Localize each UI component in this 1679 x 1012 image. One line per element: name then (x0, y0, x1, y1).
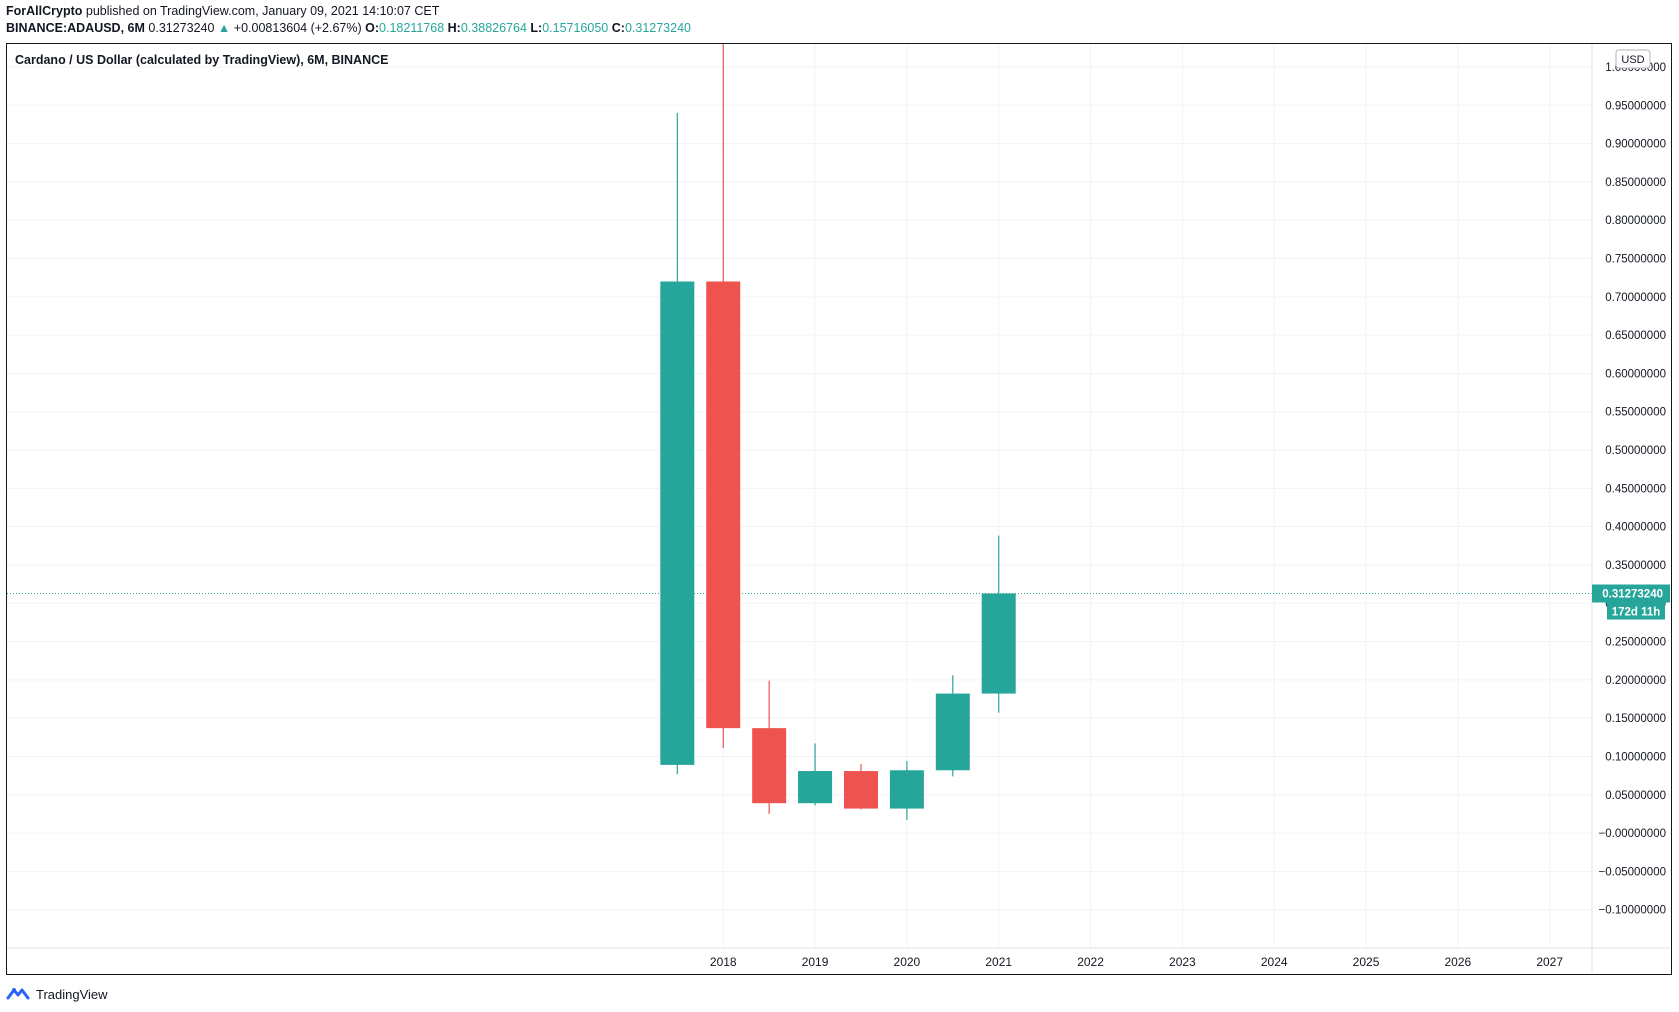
price-badges: USD 0.31273240 172d 11h (1592, 49, 1670, 620)
y-tick-label: 0.20000000 (1605, 675, 1666, 687)
candle (889, 761, 924, 821)
y-tick-label: 0.60000000 (1605, 368, 1666, 380)
axes: 1.000000000.950000000.900000000.85000000… (7, 44, 1670, 973)
x-tick-label: 2023 (1169, 955, 1196, 969)
last-price-badge-box (1592, 584, 1670, 603)
high-label: H: (447, 21, 461, 35)
y-tick-label: 0.35000000 (1605, 560, 1666, 572)
last-price-badge-text: 0.31273240 (1602, 588, 1663, 600)
y-tick-label: −0.10000000 (1599, 905, 1666, 917)
y-tick-label: 0.10000000 (1605, 751, 1666, 763)
y-tick-label: 0.15000000 (1605, 713, 1666, 725)
x-tick-label: 2020 (894, 955, 921, 969)
published-text: published on TradingView.com, January 09… (85, 4, 440, 18)
low-label: L: (530, 21, 543, 35)
close-label: C: (611, 21, 625, 35)
chart-title: Cardano / US Dollar (calculated by Tradi… (15, 53, 389, 67)
y-tick-label: 0.90000000 (1605, 139, 1666, 151)
candle-body (752, 728, 787, 804)
currency-badge: USD (1615, 49, 1651, 69)
candle (798, 743, 833, 806)
candle (752, 680, 787, 814)
candle-body (935, 693, 970, 771)
y-tick-label: 0.65000000 (1605, 330, 1666, 342)
candle (981, 535, 1016, 713)
y-tick-label: 0.25000000 (1605, 637, 1666, 649)
y-tick-label: 0.85000000 (1605, 177, 1666, 189)
last-price-text: 0.31273240 (148, 21, 215, 35)
open-value: 0.18211768 (379, 21, 445, 35)
tradingview-logo[interactable]: TradingView (6, 986, 108, 1002)
x-tick-label: 2025 (1353, 955, 1380, 969)
candle (935, 675, 970, 777)
last-price-badge: 0.31273240 (1592, 584, 1670, 603)
author-name[interactable]: ForAllCrypto (6, 4, 83, 18)
x-tick-label: 2022 (1077, 955, 1104, 969)
y-tick-label: 0.75000000 (1605, 254, 1666, 266)
countdown-badge: 172d 11h (1607, 602, 1665, 620)
x-tick-label: 2018 (710, 955, 737, 969)
ohlc-legend: BINANCE:ADAUSD, 6M 0.31273240 ▲ +0.00813… (6, 21, 691, 36)
candle-body (706, 281, 741, 729)
candle (843, 764, 878, 810)
change-arrow-icon: ▲ (217, 21, 231, 35)
close-value: 0.31273240 (624, 21, 691, 35)
y-tick-label: 0.80000000 (1605, 215, 1666, 227)
tradingview-logo-icon (6, 988, 30, 1000)
y-tick-label: 0.55000000 (1605, 407, 1666, 419)
y-tick-label: 0.40000000 (1605, 522, 1666, 534)
y-tick-label: 0.50000000 (1605, 445, 1666, 457)
candles (660, 44, 1016, 821)
candle (660, 112, 695, 775)
x-tick-label: 2019 (802, 955, 829, 969)
candle-body (798, 771, 833, 804)
symbol-line: BINANCE:ADAUSD, 6M (6, 21, 145, 35)
footer-brand: TradingView (36, 986, 108, 1002)
candle (706, 44, 741, 749)
y-tick-label: 0.45000000 (1605, 483, 1666, 495)
chart-frame (6, 43, 1672, 975)
x-tick-label: 2021 (985, 955, 1012, 969)
candle-body (843, 771, 878, 809)
x-tick-label: 2027 (1536, 955, 1563, 969)
open-label: O: (365, 21, 380, 35)
publish-info: ForAllCrypto published on TradingView.co… (6, 4, 439, 19)
change-text: +0.00813604 (+2.67%) (233, 21, 362, 35)
countdown-badge-box (1607, 602, 1665, 620)
currency-badge-box (1615, 49, 1651, 69)
y-tick-label: −0.05000000 (1599, 866, 1666, 878)
y-tick-label: −0.00000000 (1599, 828, 1666, 840)
candle-body (889, 770, 924, 809)
high-value: 0.38826764 (460, 21, 527, 35)
x-tick-label: 2026 (1445, 955, 1472, 969)
y-tick-label: 0.05000000 (1605, 790, 1666, 802)
currency-badge-text: USD (1621, 54, 1644, 66)
countdown-badge-text: 172d 11h (1612, 606, 1661, 618)
candle-body (981, 593, 1016, 694)
y-tick-label: 0.95000000 (1605, 100, 1666, 112)
candle-body (660, 281, 695, 765)
low-value: 0.15716050 (542, 21, 609, 35)
x-tick-label: 2024 (1261, 955, 1288, 969)
y-tick-label: 0.70000000 (1605, 292, 1666, 304)
